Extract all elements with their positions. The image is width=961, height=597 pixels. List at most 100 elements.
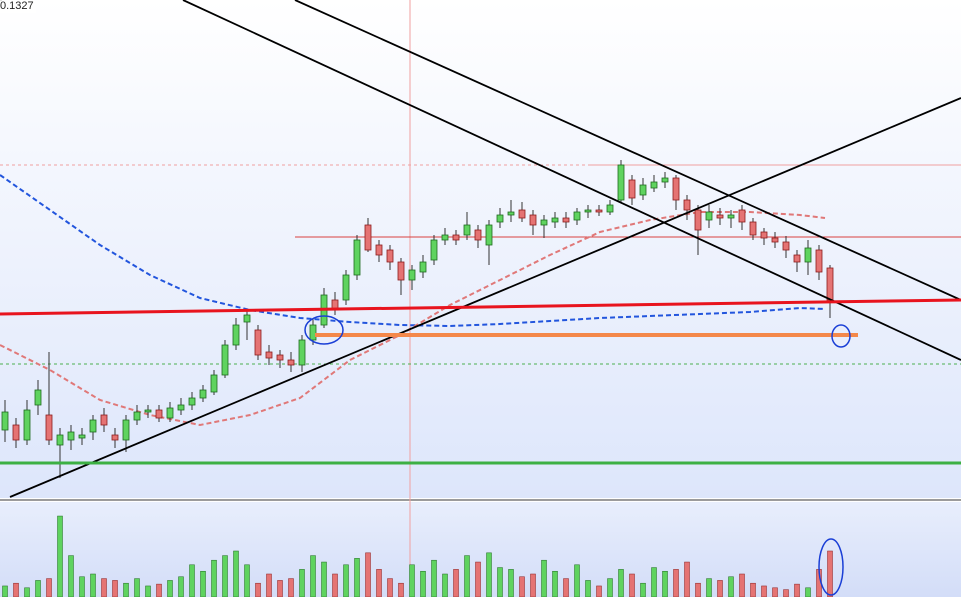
candle-body [628,179,636,199]
volume-bar [255,582,261,597]
circle-mark [818,538,844,596]
candle-body [617,164,625,201]
volume-bar [24,587,30,597]
candle-body [56,434,64,446]
support-line [0,298,961,316]
candle-body [298,339,306,366]
candle-body [419,261,427,273]
volume-bar [519,576,525,597]
volume-bar [343,564,349,597]
candle-body [661,177,669,183]
volume-bar [739,573,745,597]
volume-bar [640,582,646,597]
candle-body [122,419,130,441]
volume-bar [101,578,107,597]
volume-bar [464,555,470,597]
candle-body [705,211,713,221]
volume-bar [321,561,327,597]
volume-bar [145,585,151,597]
candle-body [144,409,152,413]
candle-body [265,351,273,359]
candle-body [232,324,240,346]
candle-body [749,221,757,236]
volume-bar [607,578,613,597]
candle-body [309,324,317,341]
volume-bar [453,569,459,597]
candle-body [276,354,284,361]
candle-body [100,414,108,426]
volume-bar [728,576,734,597]
candle-body [760,231,768,239]
volume-bar [222,555,228,597]
volume-bar [387,578,393,597]
candle-body [793,254,801,263]
volume-bar [35,580,41,597]
candle-body [727,214,735,219]
candle-body [551,217,559,223]
candle-body [89,419,97,433]
volume-bar [354,558,360,597]
trend-line [9,97,961,498]
candle-body [507,211,515,216]
volume-bar [233,550,239,597]
volume-bar [409,564,415,597]
volume-bar [266,573,272,597]
volume-bar [13,582,19,597]
candle-body [716,214,724,219]
candle-body [353,239,361,276]
candle-body [595,209,603,213]
candle-body [694,209,702,231]
volume-bar [541,559,547,597]
volume-bar [651,567,657,597]
volume-bar [783,589,789,597]
y-tick-label: 0.1327 [0,0,34,12]
candle-body [177,404,185,411]
candle-body [221,344,229,376]
circle-mark [304,315,344,345]
candle-body [254,329,262,356]
candle-body [34,389,42,406]
candle-body [1,411,9,431]
volume-bar [167,580,173,597]
volume-bar [79,576,85,597]
candle-body [584,209,592,213]
volume-bar [200,570,206,597]
candle-body [672,177,680,201]
candle-body [23,409,31,441]
volume-bar [431,559,437,597]
label-bg [0,0,36,13]
volume-bar [420,570,426,597]
trend-line [182,0,961,361]
candle-body [188,397,196,406]
candle-body [166,407,174,419]
volume-bar [618,569,624,597]
candle-body [496,214,504,223]
candle-body [210,374,218,393]
candle-body [375,244,383,256]
candle-body [826,267,834,301]
volume-bar [827,550,833,597]
candle-body [342,274,350,301]
candle-body [518,209,526,219]
volume-bar [486,552,492,597]
volume-bar [376,569,382,597]
candle-body [474,229,482,241]
volume-bar [90,573,96,597]
volume-bar [706,578,712,597]
volume-bar [662,570,668,597]
volume-bar [761,585,767,597]
volume-bar [2,585,8,597]
candle-body [463,224,471,236]
volume-bar [123,582,129,597]
volume-bar [68,555,74,597]
volume-bar [46,578,52,597]
volume-bar [563,578,569,597]
volume-bar [794,583,800,597]
volume-bar [585,580,591,597]
volume-bar [288,578,294,597]
volume-bar [497,567,503,597]
candle-body [243,314,251,323]
volume-bar [244,564,250,597]
volume-bar [574,564,580,597]
moving-average [0,174,826,328]
